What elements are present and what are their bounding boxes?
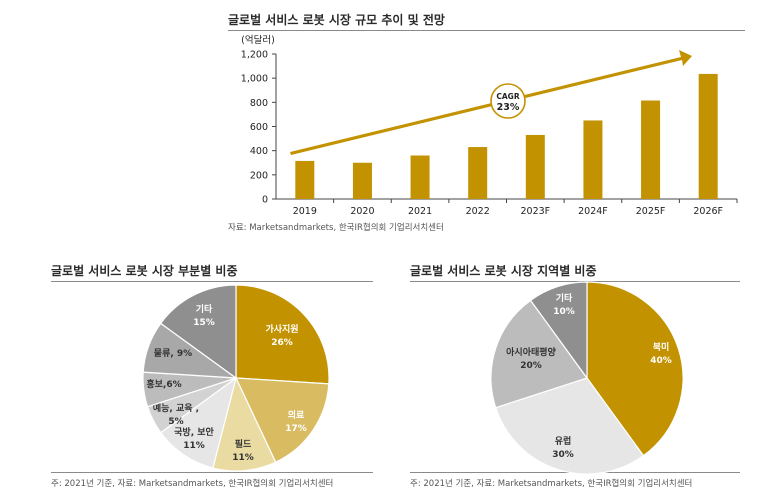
- x-tick-label: 2022: [466, 206, 490, 217]
- x-tick-label: 2024F: [578, 206, 608, 217]
- left-pie-title-underline: [51, 281, 373, 282]
- sector-pie-slice-label-0: 가사지원: [265, 323, 298, 335]
- sector-pie-slice-0: [235, 284, 330, 385]
- sector-pie-slice-label-6: 물류, 9%: [154, 348, 192, 359]
- cagr-label: CAGR: [496, 92, 519, 101]
- left-pie-title: 글로벌 서비스 로봇 시장 부분별 비중: [51, 264, 238, 278]
- bar-2020: [352, 162, 372, 199]
- bar-title-underline: [228, 30, 745, 31]
- y-tick-label: 200: [250, 170, 268, 181]
- sector-pie-slice-pct-0: 26%: [271, 338, 293, 348]
- sector-pie-slice-7: [159, 284, 237, 380]
- sector-pie-slice-label-2: 필드: [235, 438, 252, 450]
- left-pie-bottom-line: [51, 472, 373, 473]
- bar-2024F: [583, 120, 603, 199]
- region-pie-slice-label-2: 아시아태평양: [506, 346, 556, 358]
- region-pie-slice-label-1: 유럽: [555, 435, 572, 447]
- sector-pie-slice-pct-7: 15%: [193, 318, 215, 328]
- sector-pie-slice-label-3: 국방, 보안: [174, 426, 214, 438]
- x-tick-label: 2025F: [636, 206, 666, 217]
- region-pie-slice-pct-2: 20%: [520, 361, 542, 371]
- cagr-value: 23%: [497, 102, 520, 113]
- region-pie-slice-pct-3: 10%: [553, 307, 575, 317]
- region-pie-slice-pct-1: 30%: [552, 450, 574, 460]
- right-pie-title-underline: [410, 281, 740, 282]
- region-pie-slice-1: [494, 377, 645, 475]
- sector-pie-slice-1: [235, 377, 330, 463]
- y-tick-label: 600: [250, 122, 268, 133]
- sector-pie-slice-label-4: 예능, 교육 ,: [153, 402, 199, 414]
- right-pie-source: 주: 2021년 기준, 자료: Marketsandmarkets, 한국IR…: [410, 479, 693, 489]
- bar-2025F: [641, 100, 661, 199]
- cagr-badge: [490, 83, 526, 119]
- bar-2019: [295, 160, 315, 199]
- bar-2023F: [525, 134, 545, 199]
- bar-2026F: [698, 73, 718, 199]
- y-tick-label: 800: [250, 98, 268, 109]
- sector-pie-slice-pct-1: 17%: [285, 424, 307, 434]
- right-pie-title: 글로벌 서비스 로봇 시장 지역별 비중: [410, 264, 597, 278]
- x-tick-label: 2026F: [693, 206, 723, 217]
- sector-pie-slice-label-1: 의료: [288, 409, 305, 421]
- x-tick-label: 2019: [293, 206, 317, 217]
- sector-pie-slice-label-5: 홍보,6%: [146, 378, 181, 390]
- region-pie-slice-3: [529, 281, 588, 380]
- sector-pie-slice-label-7: 기타: [196, 303, 213, 315]
- sector-pie-slice-pct-2: 11%: [232, 453, 254, 463]
- bar-chart-title: 글로벌 서비스 로봇 시장 규모 추이 및 전망: [228, 13, 445, 27]
- sector-pie-slice-pct-4: 5%: [168, 417, 183, 427]
- y-tick-label: 400: [250, 146, 268, 157]
- region-pie-slice-pct-0: 40%: [650, 356, 672, 366]
- x-tick-label: 2021: [408, 206, 432, 217]
- region-pie-slice-0: [586, 281, 684, 457]
- y-tick-label: 1,000: [241, 74, 268, 85]
- y-tick-label: 1,200: [241, 50, 268, 61]
- bar-2021: [410, 155, 430, 199]
- bar-2022: [468, 147, 488, 199]
- y-tick-label: 0: [262, 195, 268, 206]
- left-pie-source: 주: 2021년 기준, 자료: Marketsandmarkets, 한국IR…: [51, 479, 334, 489]
- region-pie-slice-label-0: 북미: [653, 341, 670, 353]
- x-tick-label: 2020: [350, 206, 374, 217]
- growth-arrow: [290, 50, 692, 155]
- x-tick-label: 2023F: [520, 206, 550, 217]
- bar-chart-source: 자료: Marketsandmarkets, 한국IR협의회 기업리서치센터: [228, 223, 444, 233]
- region-pie-slice-2: [490, 299, 588, 409]
- region-pie-slice-label-3: 기타: [556, 292, 573, 304]
- sector-pie-slice-pct-3: 11%: [183, 441, 205, 451]
- y-axis-label: (억달러): [241, 34, 275, 46]
